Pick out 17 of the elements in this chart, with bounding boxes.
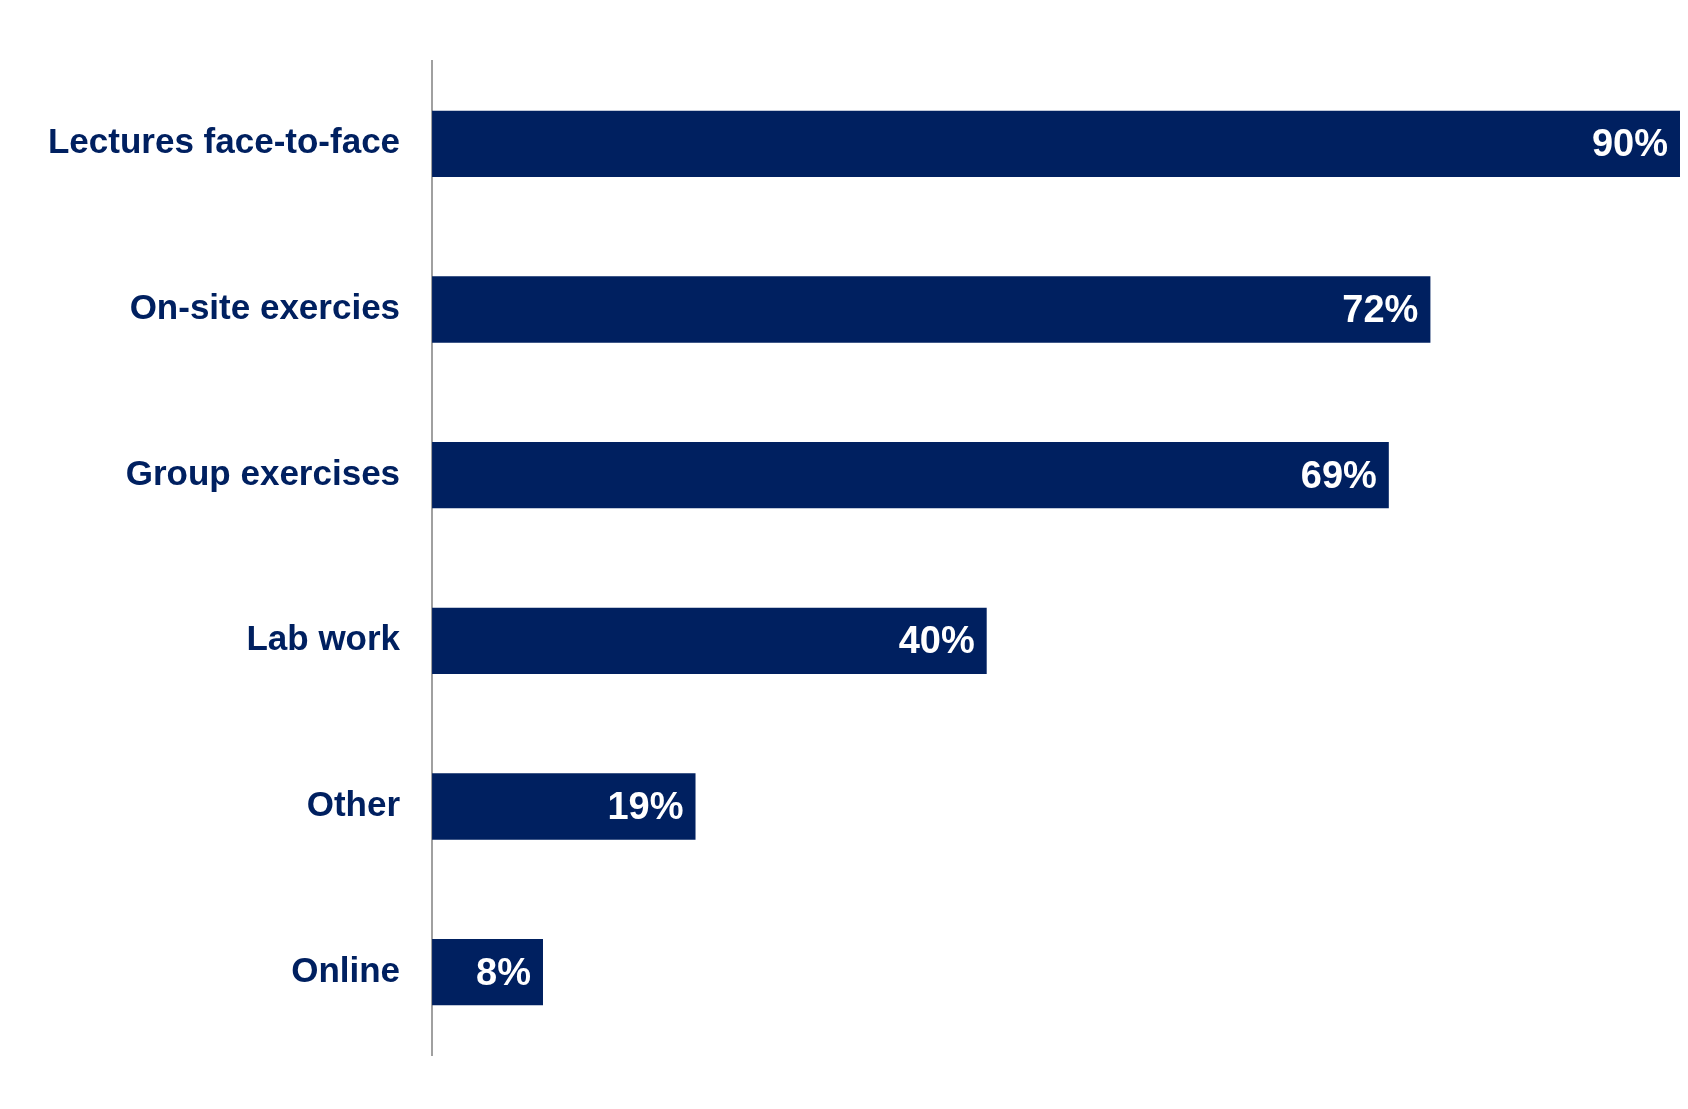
data-label: 40% (898, 619, 975, 662)
y-tick-label: Other (306, 784, 401, 824)
y-tick-label: Group exercises (125, 452, 401, 492)
y-tick-label: On-site exercies (129, 287, 401, 327)
bar (432, 110, 1680, 177)
data-label: 19% (607, 784, 684, 827)
bar (432, 607, 987, 674)
y-tick-label: Lectures face-to-face (47, 121, 401, 161)
bar (432, 773, 696, 840)
data-label: 8% (476, 950, 531, 993)
bar (432, 442, 1389, 509)
data-label: 69% (1300, 453, 1377, 496)
y-tick-label: Online (291, 949, 401, 989)
bar (432, 276, 1431, 343)
data-label: 72% (1342, 287, 1419, 330)
data-label: 90% (1591, 122, 1668, 165)
y-tick-label: Lab work (246, 618, 401, 658)
